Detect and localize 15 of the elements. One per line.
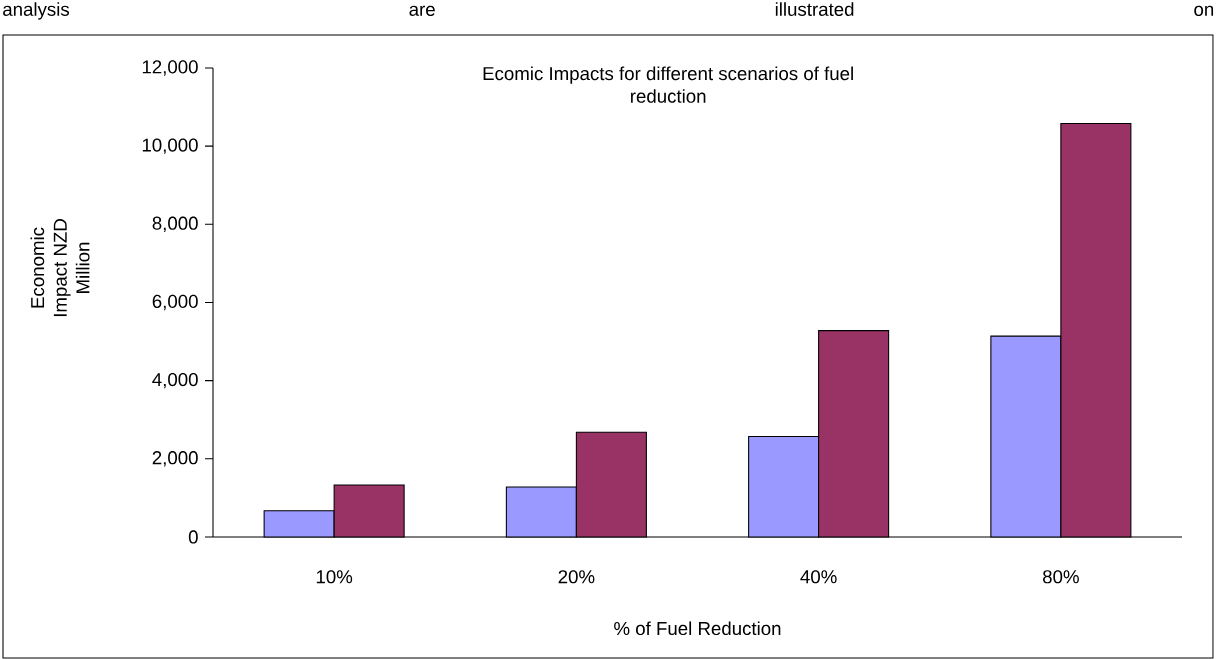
text: analysis are illustrated on — [3, 2, 1214, 20]
x-tick-label: 20% — [558, 570, 595, 584]
y-tick-label: 6,000 — [152, 294, 198, 311]
y-tick-label: 8,000 — [152, 216, 198, 233]
y-tick-label: 4,000 — [152, 372, 198, 389]
y-tick-label: 12,000 — [142, 60, 198, 76]
x-tick-label: 80% — [1043, 570, 1079, 584]
y-tick-label: 2,000 — [152, 451, 198, 467]
y-tick-label: 10,000 — [142, 138, 198, 154]
chart-title: Ecomic Impacts for different scenarios of fuel reduction — [483, 66, 853, 103]
y-tick-label: 0 — [188, 530, 198, 544]
x-axis-title: % of Fuel Reduction — [614, 621, 781, 636]
x-tick-label: 40% — [800, 570, 837, 584]
y-axis-title: Economic Impact NZD Million — [30, 219, 90, 317]
x-tick-label: 10% — [316, 570, 353, 584]
